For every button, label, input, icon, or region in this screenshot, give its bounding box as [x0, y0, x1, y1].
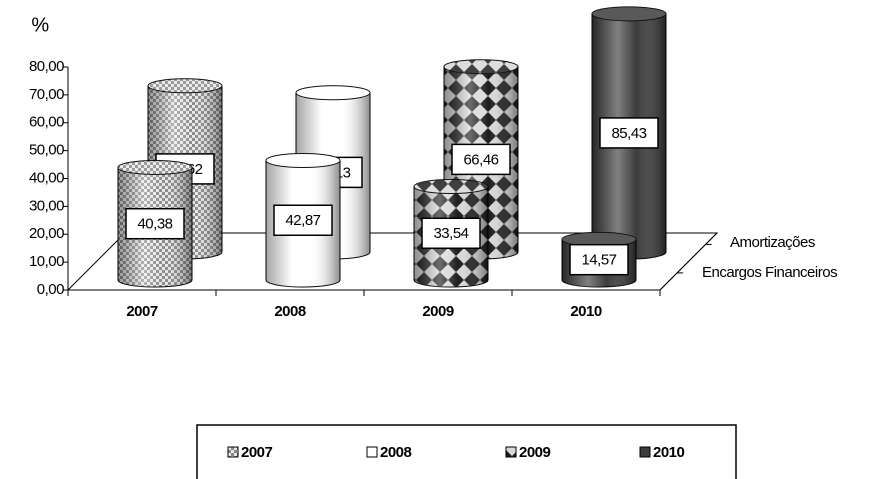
legend-label: 2010: [653, 444, 685, 461]
depth-label: Amortizações: [730, 234, 815, 251]
legend-label: 2009: [519, 444, 551, 461]
cylinder-top: [413, 179, 489, 195]
y-tick-label: 40,00: [29, 169, 64, 186]
y-tick-label: 20,00: [29, 225, 64, 242]
value-label-box: [421, 217, 481, 250]
value-label-box: [451, 143, 511, 176]
x-tick-label: 2007: [126, 303, 158, 320]
cylinder-top-shade: [414, 179, 488, 194]
cylinder-top-shade: [266, 153, 340, 168]
cylinder-top-shade: [444, 59, 518, 74]
y-tick-label: 80,00: [29, 58, 64, 75]
legend-swatch: [505, 446, 517, 458]
cylinder: [117, 159, 193, 288]
value-label-box: [273, 204, 333, 236]
cylinder-top: [265, 152, 341, 168]
y-tick-label: 0,00: [37, 281, 64, 298]
value-label-box: [125, 207, 185, 240]
y-tick-label: 30,00: [29, 197, 64, 214]
cylinder-top-shade: [592, 6, 666, 21]
y-unit-label: %: [31, 14, 49, 36]
legend-swatch: [366, 446, 378, 458]
x-tick-label: 2010: [570, 303, 602, 320]
legend-swatch: [227, 446, 239, 458]
cylinder-top: [147, 78, 223, 94]
cylinder-top-shade: [562, 232, 636, 247]
cylinder-top: [591, 6, 667, 22]
legend-label: 2008: [380, 444, 412, 461]
value-label: 42,87: [285, 212, 320, 229]
x-tick-label: 2009: [422, 303, 454, 320]
value-label: 40,38: [137, 216, 172, 233]
cylinder-top: [295, 85, 371, 101]
legend-label: 2007: [241, 444, 273, 461]
depth-label: Encargos Financeiros: [702, 264, 837, 281]
value-label: 14,57: [581, 252, 616, 269]
legend-swatch: [639, 446, 651, 458]
x-tick-label: 2008: [274, 303, 306, 320]
y-tick-label: 50,00: [29, 142, 64, 159]
cylinder-top: [443, 59, 519, 75]
cylinder-top: [117, 159, 193, 175]
y-tick-label: 10,00: [29, 253, 64, 270]
value-label: 85,43: [611, 125, 646, 142]
value-label-box: [569, 243, 629, 276]
y-tick-label: 70,00: [29, 86, 64, 103]
depth-axis: [659, 232, 718, 291]
cylinder-top-shade: [296, 85, 370, 100]
cylinder-top-shade: [118, 160, 192, 175]
value-label: 33,54: [433, 225, 468, 242]
y-tick-label: 60,00: [29, 114, 64, 131]
value-label-box: [599, 117, 659, 149]
cylinder-top-shade: [148, 78, 222, 93]
value-label: 66,46: [463, 151, 498, 168]
